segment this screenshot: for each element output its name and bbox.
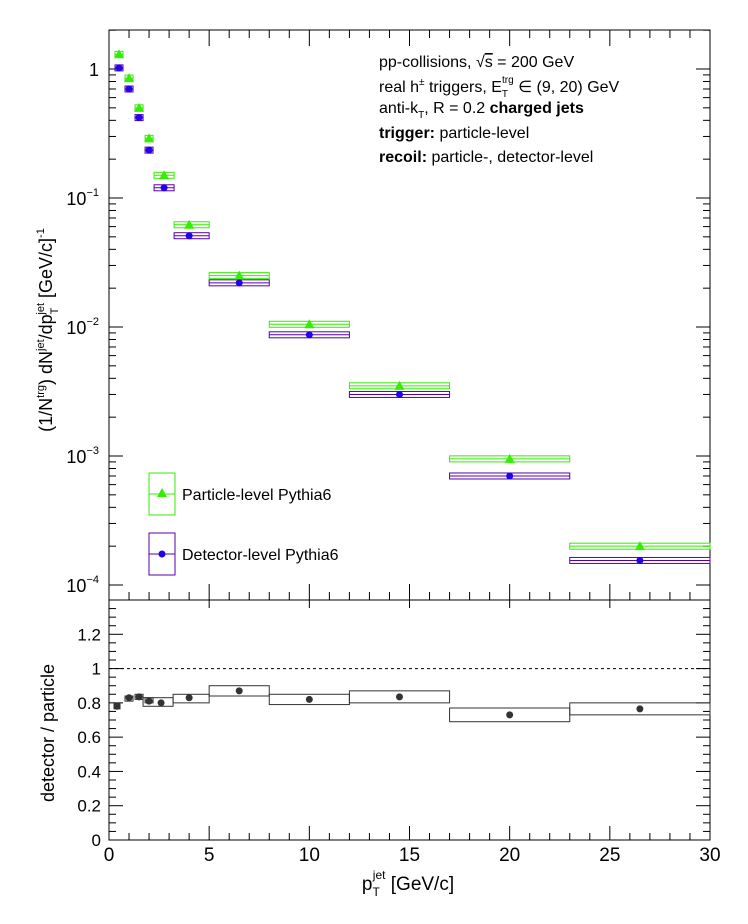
ratio-systematic-box [208,685,270,697]
bottom-x-tick-label: 30 [699,845,720,866]
detector-circle-marker [135,114,143,122]
detector-circle-marker [115,64,123,72]
legend-circle-marker [158,550,166,558]
bottom-x-tick-label: 25 [599,845,620,866]
detector-circle-marker [145,146,153,154]
particle-triangle-marker [504,453,515,463]
legend-label-detector: Detector-level Pythia6 [182,547,339,564]
detector-circle-marker [305,331,313,339]
top-markers [114,49,645,564]
annotation-line-5: recoil: particle-, detector-level [379,149,593,166]
ratio-marker [185,694,193,702]
legend-entry-particle: Particle-level Pythia6 [148,472,332,516]
detector-circle-marker [235,279,243,287]
bottom-y-tick-label: 0 [92,831,101,850]
bottom-x-tick-label: 10 [299,845,320,866]
detector-circle-marker [395,390,403,398]
ratio-systematic-box [172,693,210,704]
bottom-axes: 0 5 10 15 20 25 30 0 0.2 0.4 0.6 0.8 1 1.2 [77,600,721,866]
bottom-x-tick-label: 15 [399,845,420,866]
legend: Particle-level Pythia6 Detector-level Py… [148,472,339,576]
bottom-plot-frame [108,599,711,841]
bottom-y-tick-label: 0.6 [77,728,101,747]
particle-triangle-marker [234,270,245,280]
ratio-marker [125,694,133,702]
ratio-marker [135,693,143,701]
bottom-y-tick-label: 1 [92,660,101,679]
legend-triangle-marker [157,488,167,497]
particle-triangle-marker [159,170,170,180]
top-axes: 10−4 10−3 10−2 10−1 1 [66,29,711,600]
bottom-y-tick-label: 0.8 [77,694,101,713]
ratio-systematic-box [348,690,451,704]
annotation-line-1: pp-collisions, √s = 200 GeV [379,54,574,71]
ratio-marker [395,693,403,701]
bottom-x-tick-label: 20 [499,845,520,866]
top-y-axis-label: (1/Ntrg) dNjet/dpTjet [GeV/c]-1 [35,228,61,432]
top-y-tick-label: 1 [89,60,99,80]
ratio-marker [145,697,153,705]
ratio-marker [636,705,644,713]
detector-circle-marker [160,184,168,192]
top-y-tick-label: 10−2 [66,316,99,338]
particle-triangle-marker [134,102,145,112]
top-y-tick-label: 10−3 [66,445,99,467]
ratio-marker [235,687,243,695]
top-y-tick-label: 10−1 [66,187,99,209]
legend-label-particle: Particle-level Pythia6 [182,487,332,504]
bottom-y-axis-label: detector / particle [38,664,58,802]
ratio-marker [113,702,121,710]
detector-circle-marker [506,472,514,480]
x-axis-label: pTjet [GeV/c] [362,868,454,899]
annotation-block: pp-collisions, √s = 200 GeV real h± trig… [379,54,620,166]
ratio-marks [113,685,711,723]
particle-triangle-marker [114,49,125,59]
ratio-marker [157,699,165,707]
particle-triangle-marker [634,541,645,551]
particle-triangle-marker [124,73,135,83]
particle-triangle-marker [144,133,155,143]
particle-triangle-marker [394,380,405,390]
bottom-y-tick-label: 0.4 [77,762,101,781]
particle-triangle-marker [184,219,195,229]
legend-entry-detector: Detector-level Pythia6 [148,532,339,576]
particle-triangle-marker [304,319,315,329]
detector-circle-marker [636,556,644,564]
bottom-y-tick-label: 1.2 [77,625,101,644]
annotation-line-3: anti-kT, R = 0.2 charged jets [379,100,584,121]
detector-circle-marker [125,85,133,93]
bottom-x-tick-label: 0 [104,845,115,866]
ratio-systematic-box [569,702,711,716]
ratio-marker [506,711,514,719]
bottom-x-tick-label: 5 [204,845,215,866]
top-y-tick-label: 10−4 [66,574,99,596]
annotation-line-4: trigger: particle-level [379,125,529,142]
bottom-y-tick-label: 0.2 [77,797,101,816]
annotation-line-2: real h± triggers, ETtrg ∈ (9, 20) GeV [379,75,620,100]
detector-circle-marker [185,232,193,240]
ratio-marker [305,695,313,703]
